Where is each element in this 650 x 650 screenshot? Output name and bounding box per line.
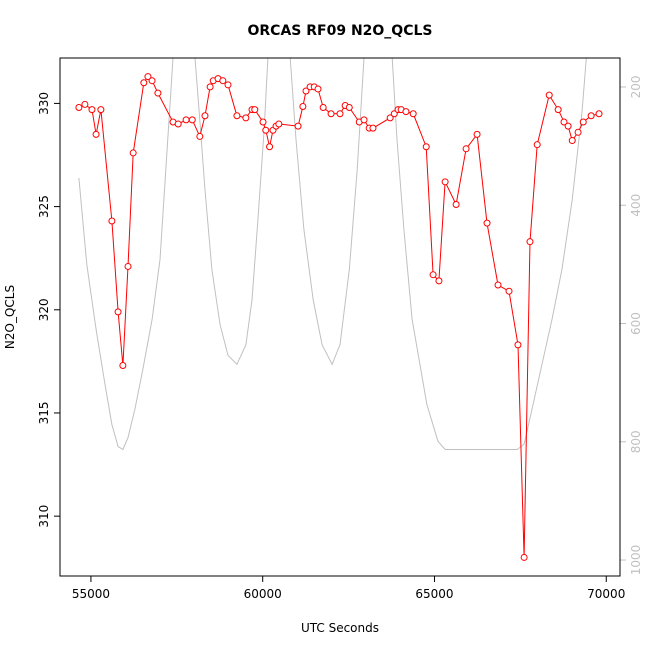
point <box>345 104 353 112</box>
point <box>369 124 377 132</box>
point <box>294 122 302 130</box>
point <box>119 361 127 369</box>
point <box>140 79 148 87</box>
point <box>108 217 116 225</box>
point <box>148 77 156 85</box>
point <box>579 118 587 126</box>
y2-tick-label: 200 <box>629 76 643 99</box>
point <box>336 110 344 118</box>
point <box>92 130 100 138</box>
point <box>319 104 327 112</box>
point <box>302 87 310 95</box>
point <box>154 89 162 97</box>
point <box>526 238 534 246</box>
point <box>196 132 204 140</box>
point <box>188 116 196 124</box>
point <box>402 108 410 116</box>
y2-tick-label: 800 <box>629 430 643 453</box>
point <box>129 149 137 157</box>
y-tick-label: 315 <box>37 402 51 425</box>
point <box>206 83 214 91</box>
point <box>595 110 603 118</box>
point <box>435 277 443 285</box>
point <box>545 91 553 99</box>
point <box>505 287 513 295</box>
point <box>564 122 572 130</box>
point <box>242 114 250 122</box>
point <box>275 120 283 128</box>
plot-area <box>75 58 603 561</box>
point <box>224 81 232 89</box>
y2-tick-label: 600 <box>629 312 643 335</box>
point <box>422 143 430 151</box>
point <box>81 100 89 108</box>
point <box>201 112 209 120</box>
point <box>533 141 541 149</box>
point <box>314 85 322 93</box>
point <box>441 178 449 186</box>
point <box>409 110 417 118</box>
point <box>574 128 582 136</box>
plot-frame <box>59 57 621 577</box>
point <box>554 106 562 114</box>
point <box>75 104 83 112</box>
point <box>251 106 259 114</box>
point <box>233 112 241 120</box>
point <box>299 102 307 110</box>
point <box>97 106 105 114</box>
x-tick-label: 60000 <box>244 587 282 601</box>
point <box>483 219 491 227</box>
point <box>494 281 502 289</box>
point <box>266 143 274 151</box>
point <box>182 116 190 124</box>
x-tick-label: 65000 <box>415 587 453 601</box>
point <box>144 73 152 81</box>
point <box>327 110 335 118</box>
x-tick-label: 70000 <box>587 587 625 601</box>
y-tick-label: 320 <box>37 298 51 321</box>
y2-tick-label: 400 <box>629 194 643 217</box>
point <box>262 126 270 134</box>
point <box>452 201 460 209</box>
series-line <box>78 58 587 451</box>
point <box>568 137 576 145</box>
point <box>587 112 595 120</box>
point <box>514 341 522 349</box>
point <box>360 116 368 124</box>
chart-title: ORCAS RF09 N2O_QCLS <box>248 23 433 39</box>
point <box>124 262 132 270</box>
y2-tick-label: 1000 <box>629 545 643 576</box>
point <box>114 308 122 316</box>
x-axis-label: UTC Seconds <box>301 621 379 635</box>
y-tick-label: 330 <box>37 92 51 115</box>
point <box>386 114 394 122</box>
point <box>429 271 437 279</box>
point <box>88 106 96 114</box>
y-axis-label: N2O_QCLS <box>3 285 17 349</box>
point <box>259 118 267 126</box>
point <box>462 145 470 153</box>
point <box>520 553 528 561</box>
point <box>473 130 481 138</box>
y-tick-label: 310 <box>37 505 51 528</box>
point <box>219 77 227 85</box>
x-tick-label: 55000 <box>72 587 110 601</box>
point <box>174 120 182 128</box>
y-tick-label: 325 <box>37 195 51 218</box>
point <box>560 118 568 126</box>
